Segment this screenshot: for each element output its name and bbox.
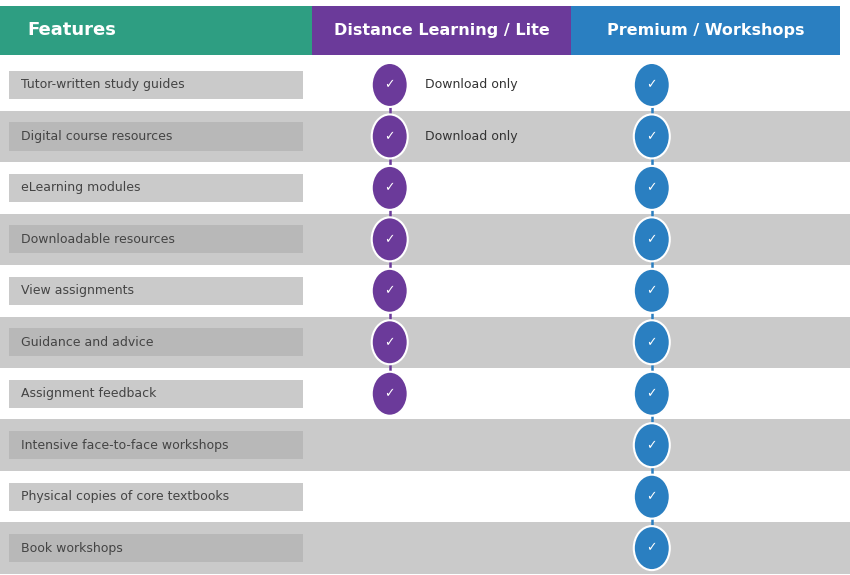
FancyBboxPatch shape <box>0 110 850 162</box>
Text: ✓: ✓ <box>384 130 395 143</box>
FancyBboxPatch shape <box>0 0 850 55</box>
FancyBboxPatch shape <box>8 225 303 254</box>
FancyBboxPatch shape <box>8 328 303 356</box>
Text: ✓: ✓ <box>384 78 395 91</box>
FancyBboxPatch shape <box>312 6 571 55</box>
Text: Features: Features <box>27 21 116 39</box>
Text: ✓: ✓ <box>384 336 395 349</box>
Text: ✓: ✓ <box>384 387 395 400</box>
Text: ✓: ✓ <box>647 336 657 349</box>
FancyBboxPatch shape <box>8 380 303 408</box>
Ellipse shape <box>634 166 670 210</box>
FancyBboxPatch shape <box>8 174 303 202</box>
Text: Assignment feedback: Assignment feedback <box>21 387 156 400</box>
Text: ✓: ✓ <box>647 130 657 143</box>
Ellipse shape <box>634 269 670 313</box>
Text: Physical copies of core textbooks: Physical copies of core textbooks <box>21 490 230 503</box>
Text: ✓: ✓ <box>647 490 657 503</box>
FancyBboxPatch shape <box>0 265 850 316</box>
Ellipse shape <box>634 423 670 467</box>
FancyBboxPatch shape <box>8 71 303 99</box>
Text: Download only: Download only <box>425 78 518 91</box>
Text: ✓: ✓ <box>647 439 657 452</box>
Text: ✓: ✓ <box>384 233 395 246</box>
Text: eLearning modules: eLearning modules <box>21 181 141 194</box>
Text: ✓: ✓ <box>647 181 657 194</box>
Text: ✓: ✓ <box>647 78 657 91</box>
FancyBboxPatch shape <box>0 55 850 59</box>
Ellipse shape <box>371 217 408 262</box>
Text: ✓: ✓ <box>647 233 657 246</box>
Ellipse shape <box>634 114 670 159</box>
FancyBboxPatch shape <box>0 316 850 368</box>
Text: Book workshops: Book workshops <box>21 542 123 555</box>
FancyBboxPatch shape <box>0 162 850 213</box>
FancyBboxPatch shape <box>0 368 850 419</box>
Ellipse shape <box>634 474 670 519</box>
Ellipse shape <box>371 166 408 210</box>
FancyBboxPatch shape <box>0 6 312 55</box>
Text: ✓: ✓ <box>384 181 395 194</box>
FancyBboxPatch shape <box>8 277 303 305</box>
Ellipse shape <box>371 114 408 159</box>
Ellipse shape <box>634 320 670 365</box>
Text: ✓: ✓ <box>647 284 657 297</box>
FancyBboxPatch shape <box>0 419 850 471</box>
FancyBboxPatch shape <box>8 431 303 459</box>
FancyBboxPatch shape <box>0 213 850 265</box>
Text: ✓: ✓ <box>647 387 657 400</box>
Text: Guidance and advice: Guidance and advice <box>21 336 154 349</box>
FancyBboxPatch shape <box>0 522 850 574</box>
Ellipse shape <box>634 63 670 107</box>
Text: Digital course resources: Digital course resources <box>21 130 173 143</box>
Text: Distance Learning / Lite: Distance Learning / Lite <box>334 22 549 38</box>
FancyBboxPatch shape <box>8 482 303 511</box>
Text: Download only: Download only <box>425 130 518 143</box>
FancyBboxPatch shape <box>571 6 840 55</box>
Ellipse shape <box>371 320 408 365</box>
FancyBboxPatch shape <box>8 534 303 562</box>
Text: ✓: ✓ <box>647 542 657 555</box>
Ellipse shape <box>634 371 670 416</box>
Text: Intensive face-to-face workshops: Intensive face-to-face workshops <box>21 439 229 452</box>
Text: View assignments: View assignments <box>21 284 134 297</box>
FancyBboxPatch shape <box>8 122 303 151</box>
Ellipse shape <box>371 371 408 416</box>
Ellipse shape <box>634 217 670 262</box>
Text: Tutor-written study guides: Tutor-written study guides <box>21 78 184 91</box>
FancyBboxPatch shape <box>0 471 850 522</box>
Ellipse shape <box>371 63 408 107</box>
Text: Downloadable resources: Downloadable resources <box>21 233 175 246</box>
Text: Premium / Workshops: Premium / Workshops <box>607 22 804 38</box>
Ellipse shape <box>371 269 408 313</box>
Text: ✓: ✓ <box>384 284 395 297</box>
Ellipse shape <box>634 526 670 570</box>
FancyBboxPatch shape <box>0 59 850 110</box>
